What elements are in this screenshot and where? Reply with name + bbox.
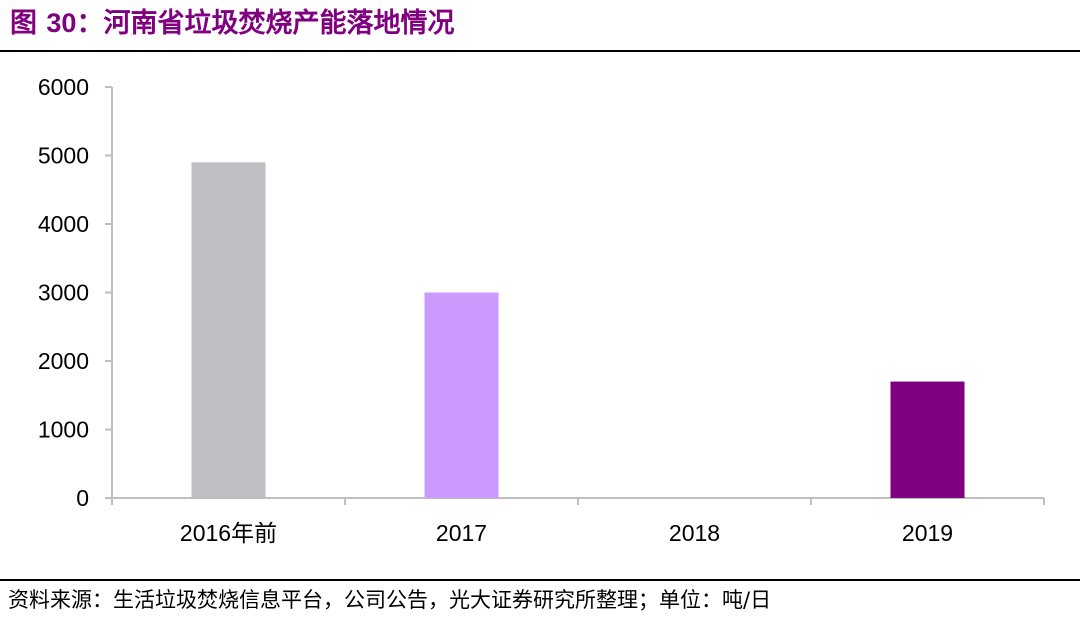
top-rule [0,50,1080,52]
x-tick-labels: 2016年前 2017 2018 2019 [180,520,953,546]
y-tick-label: 5000 [38,143,89,169]
bar [890,381,965,498]
figure-title: 图 30：河南省垃圾焚烧产能落地情况 [10,3,454,43]
figure-label: 图 [10,8,47,39]
y-tick-label: 3000 [38,280,89,306]
bottom-rule [0,579,1080,581]
bar [424,292,499,498]
bar [191,162,266,498]
x-tick-label: 2016年前 [180,520,277,546]
figure-number: 30 [46,8,77,38]
y-tick-label: 4000 [38,211,89,237]
y-tick-label: 1000 [38,417,89,443]
x-tick-label: 2019 [902,520,953,546]
bars [191,162,965,498]
x-tick-label: 2017 [436,520,487,546]
x-tick-label: 2018 [669,520,720,546]
y-tick-label: 6000 [38,74,89,100]
y-tick-label: 2000 [38,348,89,374]
y-tick-label: 0 [76,485,89,511]
y-axis: 0 1000 2000 3000 4000 5000 6000 [38,74,113,511]
bar-chart: 0 1000 2000 3000 4000 5000 6000 2016年前 2017 2018… [38,74,1045,546]
x-axis [111,497,1045,505]
source-note: 资料来源：生活垃圾焚烧信息平台，公司公告，光大证券研究所整理；单位：吨/日 [8,588,772,612]
figure-title-text: ：河南省垃圾焚烧产能落地情况 [76,8,455,39]
